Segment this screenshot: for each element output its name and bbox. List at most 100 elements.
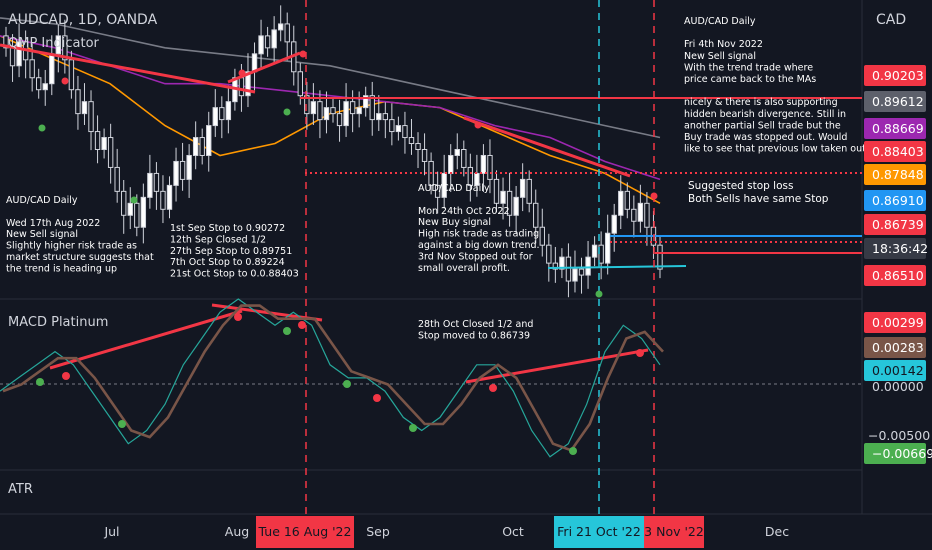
candle bbox=[618, 175, 624, 230]
candle bbox=[219, 96, 225, 139]
price-label: 0.88669 bbox=[864, 118, 926, 139]
candle bbox=[121, 179, 127, 234]
svg-text:−0.00669: −0.00669 bbox=[872, 446, 932, 461]
candle bbox=[506, 172, 513, 227]
candle bbox=[382, 102, 389, 139]
trend-line-2 bbox=[227, 51, 301, 84]
candle bbox=[114, 148, 120, 203]
candle bbox=[395, 116, 402, 141]
time-label: Aug bbox=[225, 524, 249, 539]
price-label: 0.90203 bbox=[864, 65, 926, 86]
candle bbox=[526, 170, 532, 213]
annotation-line: another partial Sell trade but the bbox=[684, 120, 841, 131]
candle bbox=[369, 81, 375, 136]
annotation-line: 27th Sep Stop to 0.89751 bbox=[170, 246, 292, 257]
annotation-line: Buy trade was stopped out. Would bbox=[684, 132, 847, 143]
candle bbox=[363, 86, 369, 117]
price-label: 0.86739 bbox=[864, 214, 926, 235]
svg-text:3 Nov '22: 3 Nov '22 bbox=[644, 524, 704, 539]
svg-text:18:36:42: 18:36:42 bbox=[872, 241, 928, 256]
candle bbox=[441, 154, 447, 209]
macd-axis-label: 0.00142 bbox=[864, 360, 926, 381]
candle bbox=[258, 19, 264, 68]
macd-axis-label: −0.00500 bbox=[868, 428, 930, 443]
annotation-line: AUD/CAD Daily bbox=[684, 16, 756, 27]
qmp-indicator-label[interactable]: QMP Indicator bbox=[8, 36, 100, 51]
candle bbox=[147, 154, 153, 209]
annotation-line: nicely & there is also supporting bbox=[684, 97, 838, 108]
candle bbox=[245, 53, 251, 108]
candle bbox=[107, 123, 114, 184]
candle bbox=[408, 119, 415, 155]
annotation-line: Both Sells have same Stop bbox=[688, 193, 829, 205]
candle bbox=[55, 24, 62, 73]
candle bbox=[264, 26, 271, 57]
candle bbox=[36, 68, 42, 99]
candle bbox=[559, 248, 565, 279]
candle bbox=[389, 103, 395, 146]
candle bbox=[461, 140, 467, 177]
candle bbox=[539, 208, 545, 257]
annotation-line: 28th Oct Closed 1/2 and bbox=[418, 319, 533, 330]
currency-label: CAD bbox=[876, 12, 906, 28]
candle bbox=[336, 99, 343, 142]
candle bbox=[637, 184, 644, 233]
svg-text:−0.00500: −0.00500 bbox=[868, 428, 930, 443]
candle bbox=[434, 171, 441, 214]
candle bbox=[657, 236, 663, 279]
time-label: Dec bbox=[765, 524, 789, 539]
candle bbox=[513, 185, 519, 234]
candle bbox=[81, 83, 88, 125]
candle bbox=[310, 83, 317, 125]
annotation-line: Slightly higher risk trade as bbox=[6, 241, 137, 252]
candle bbox=[624, 182, 630, 219]
candle bbox=[604, 214, 611, 275]
candle bbox=[173, 147, 179, 202]
annotation-line: New Sell signal bbox=[684, 51, 756, 62]
annotation-line: AUD/CAD Daily bbox=[6, 195, 78, 206]
atr-indicator-label[interactable]: ATR bbox=[8, 482, 33, 497]
time-highlight: Fri 21 Oct '22 bbox=[554, 516, 644, 548]
macd-lines bbox=[0, 298, 664, 458]
candle bbox=[421, 133, 428, 176]
annotation-line: Stop moved to 0.86739 bbox=[418, 330, 530, 341]
candle bbox=[277, 5, 284, 42]
macd-axis-label: 0.00283 bbox=[864, 337, 926, 358]
annotation-line: New Sell signal bbox=[6, 229, 78, 240]
candle bbox=[591, 236, 598, 267]
candle bbox=[212, 89, 218, 137]
candle bbox=[585, 240, 591, 289]
signal-dots bbox=[38, 50, 658, 298]
symbol-title[interactable]: AUDCAD, 1D, OANDA bbox=[8, 12, 158, 28]
macd-axis-label: −0.00669 bbox=[864, 443, 932, 464]
svg-text:0.00299: 0.00299 bbox=[872, 315, 924, 330]
macd-dots bbox=[36, 313, 644, 455]
svg-text:0.00142: 0.00142 bbox=[872, 363, 924, 378]
price-axis[interactable]: 0.90203 0.89612 0.88669 0.88403 0.87848 0.869… bbox=[864, 65, 928, 286]
candle bbox=[480, 144, 487, 192]
candle bbox=[578, 257, 585, 294]
price-label: 0.87848 bbox=[864, 164, 926, 185]
candle bbox=[88, 90, 94, 151]
candle bbox=[330, 98, 336, 123]
candle bbox=[42, 69, 48, 106]
annotation-line: market structure suggests that bbox=[6, 252, 154, 263]
candle bbox=[611, 203, 617, 252]
ma-line bbox=[0, 17, 661, 139]
time-label: Jul bbox=[103, 524, 119, 539]
trend-line-3 bbox=[463, 116, 631, 178]
candle bbox=[304, 81, 310, 130]
candle bbox=[487, 139, 493, 194]
annotation-line: Wed 17th Aug 2022 bbox=[6, 218, 100, 229]
svg-text:0.87848: 0.87848 bbox=[872, 167, 924, 182]
candle bbox=[631, 195, 637, 238]
macd-indicator-label[interactable]: MACD Platinum bbox=[8, 315, 108, 330]
macd-axis-label: 0.00299 bbox=[864, 312, 926, 333]
